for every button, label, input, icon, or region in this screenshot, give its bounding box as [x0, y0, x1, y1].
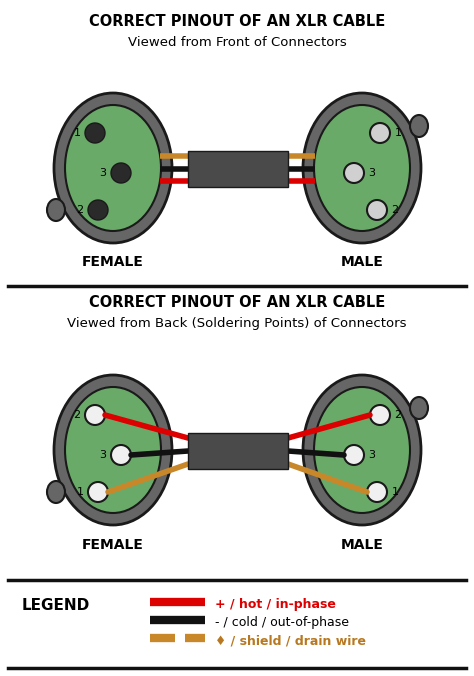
Circle shape [85, 405, 105, 425]
Text: 1: 1 [394, 128, 401, 138]
Ellipse shape [47, 199, 65, 221]
Ellipse shape [314, 387, 410, 513]
Ellipse shape [65, 387, 161, 513]
Text: 1: 1 [76, 487, 83, 497]
Ellipse shape [54, 93, 172, 243]
Circle shape [111, 163, 131, 183]
Text: Viewed from Back (Soldering Points) of Connectors: Viewed from Back (Soldering Points) of C… [67, 317, 407, 330]
Circle shape [367, 482, 387, 502]
Text: 3: 3 [100, 450, 107, 460]
Ellipse shape [47, 481, 65, 503]
Circle shape [88, 200, 108, 220]
Circle shape [88, 482, 108, 502]
Text: 3: 3 [100, 168, 107, 178]
Circle shape [367, 200, 387, 220]
Text: LEGEND: LEGEND [22, 598, 90, 613]
Text: Viewed from Front of Connectors: Viewed from Front of Connectors [128, 36, 346, 49]
Circle shape [344, 163, 364, 183]
Text: MALE: MALE [340, 255, 383, 269]
Circle shape [344, 445, 364, 465]
Ellipse shape [410, 397, 428, 419]
Circle shape [85, 123, 105, 143]
Text: 2: 2 [76, 205, 83, 215]
Ellipse shape [65, 105, 161, 231]
Text: 2: 2 [392, 205, 399, 215]
Text: 3: 3 [368, 168, 375, 178]
Circle shape [111, 445, 131, 465]
Text: + / hot / in-phase: + / hot / in-phase [215, 598, 336, 611]
Bar [188, 433, 288, 469]
Text: 1: 1 [73, 128, 81, 138]
Text: CORRECT PINOUT OF AN XLR CABLE: CORRECT PINOUT OF AN XLR CABLE [89, 14, 385, 29]
Text: 3: 3 [368, 450, 375, 460]
Ellipse shape [303, 93, 421, 243]
Circle shape [370, 123, 390, 143]
Ellipse shape [314, 105, 410, 231]
Text: ♦ / shield / drain wire: ♦ / shield / drain wire [215, 634, 366, 647]
Text: 2: 2 [394, 410, 401, 420]
Text: FEMALE: FEMALE [82, 538, 144, 552]
Ellipse shape [410, 115, 428, 137]
Text: FEMALE: FEMALE [82, 255, 144, 269]
Circle shape [370, 405, 390, 425]
Ellipse shape [303, 375, 421, 525]
Text: 2: 2 [73, 410, 81, 420]
Text: CORRECT PINOUT OF AN XLR CABLE: CORRECT PINOUT OF AN XLR CABLE [89, 295, 385, 310]
Bar [188, 151, 288, 187]
Ellipse shape [54, 375, 172, 525]
Text: MALE: MALE [340, 538, 383, 552]
Text: 1: 1 [392, 487, 399, 497]
Text: - / cold / out-of-phase: - / cold / out-of-phase [215, 616, 349, 629]
